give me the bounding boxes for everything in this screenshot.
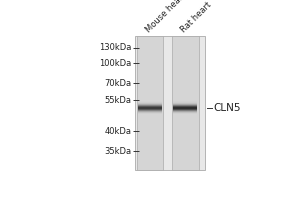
Text: 35kDa: 35kDa (104, 147, 132, 156)
Text: CLN5: CLN5 (213, 103, 241, 113)
Bar (138, 104, 162, 105)
Bar (138, 107, 162, 108)
Text: 70kDa: 70kDa (104, 79, 132, 88)
Text: Mouse heart: Mouse heart (144, 0, 187, 34)
Bar (173, 105, 197, 106)
Bar (173, 108, 197, 109)
Bar (173, 113, 197, 114)
Bar (138, 103, 162, 104)
Bar (172, 36, 199, 170)
Bar (173, 112, 197, 113)
Bar (138, 110, 162, 111)
Bar (138, 105, 162, 106)
Bar (138, 113, 162, 114)
Bar (135, 36, 205, 170)
Text: 100kDa: 100kDa (99, 59, 132, 68)
Bar (173, 111, 197, 112)
Bar (138, 101, 162, 102)
Bar (138, 106, 162, 107)
Bar (173, 101, 197, 102)
Bar (138, 102, 162, 103)
Bar (173, 107, 197, 108)
Text: 55kDa: 55kDa (105, 96, 132, 105)
Bar (137, 36, 164, 170)
Bar (173, 110, 197, 111)
Text: 40kDa: 40kDa (105, 127, 132, 136)
Bar (173, 103, 197, 104)
Bar (173, 109, 197, 110)
Bar (173, 104, 197, 105)
Text: 130kDa: 130kDa (99, 43, 132, 52)
Bar (138, 112, 162, 113)
Bar (173, 102, 197, 103)
Bar (138, 111, 162, 112)
Bar (173, 106, 197, 107)
Bar (138, 109, 162, 110)
Text: Rat heart: Rat heart (179, 0, 213, 34)
Bar (138, 108, 162, 109)
